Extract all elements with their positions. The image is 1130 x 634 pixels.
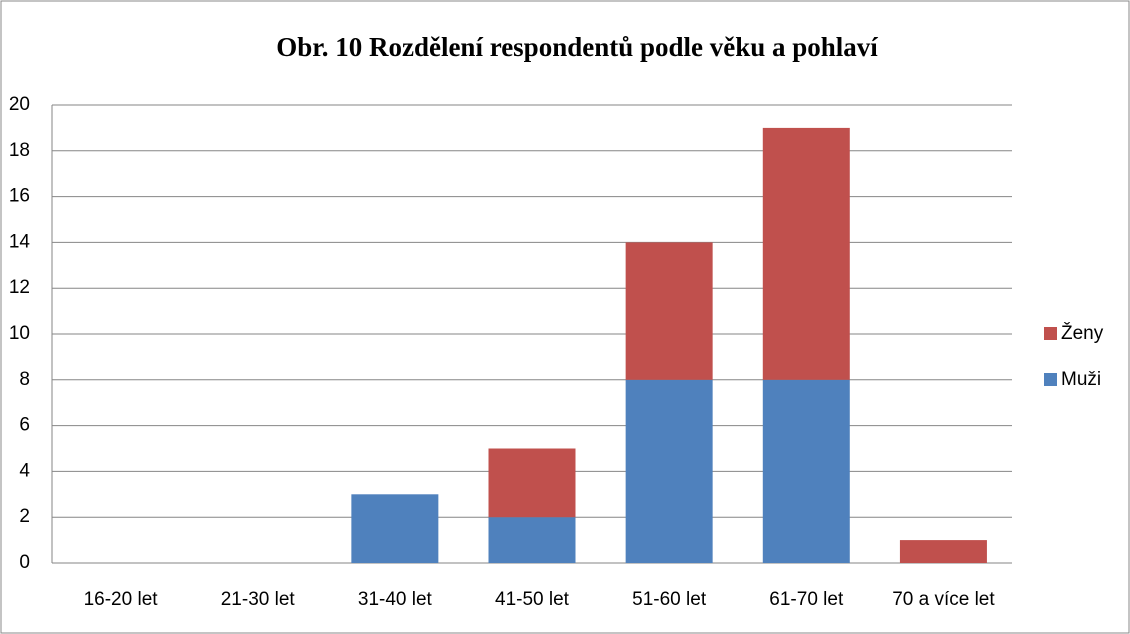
- y-tick-label: 6: [19, 415, 30, 436]
- bar-segment: [488, 517, 576, 563]
- y-tick-label: 16: [9, 186, 30, 207]
- x-tick-label: 70 a více let: [892, 589, 995, 610]
- bar-segment: [488, 448, 576, 518]
- x-tick-label: 31-40 let: [358, 589, 433, 610]
- y-tick-label: 18: [9, 140, 30, 161]
- bar-segment: [762, 127, 850, 380]
- y-tick-label: 0: [19, 552, 30, 573]
- y-tick-label: 10: [9, 323, 30, 344]
- legend-swatch: [1044, 373, 1057, 386]
- y-tick-label: 12: [9, 277, 30, 298]
- bar-segment: [351, 494, 439, 563]
- x-tick-label: 16-20 let: [84, 589, 159, 610]
- y-tick-label: 14: [9, 231, 31, 252]
- y-tick-label: 20: [9, 94, 30, 115]
- legend-label: Ženy: [1061, 322, 1104, 344]
- x-tick-label: 61-70 let: [769, 589, 844, 610]
- legend-label: Muži: [1061, 369, 1101, 390]
- y-tick-label: 4: [19, 460, 30, 481]
- legend-swatch: [1044, 327, 1057, 340]
- y-tick-label: 2: [19, 506, 30, 527]
- bar-segment: [625, 379, 713, 563]
- chart-title: Obr. 10 Rozdělení respondentů podle věku…: [276, 32, 878, 62]
- bar-segment: [899, 540, 987, 563]
- x-tick-label: 41-50 let: [495, 589, 570, 610]
- bar-segment: [762, 379, 850, 563]
- x-tick-label: 51-60 let: [632, 589, 707, 610]
- bar-segment: [625, 242, 713, 380]
- x-tick-label: 21-30 let: [221, 589, 296, 610]
- y-tick-label: 8: [19, 369, 30, 390]
